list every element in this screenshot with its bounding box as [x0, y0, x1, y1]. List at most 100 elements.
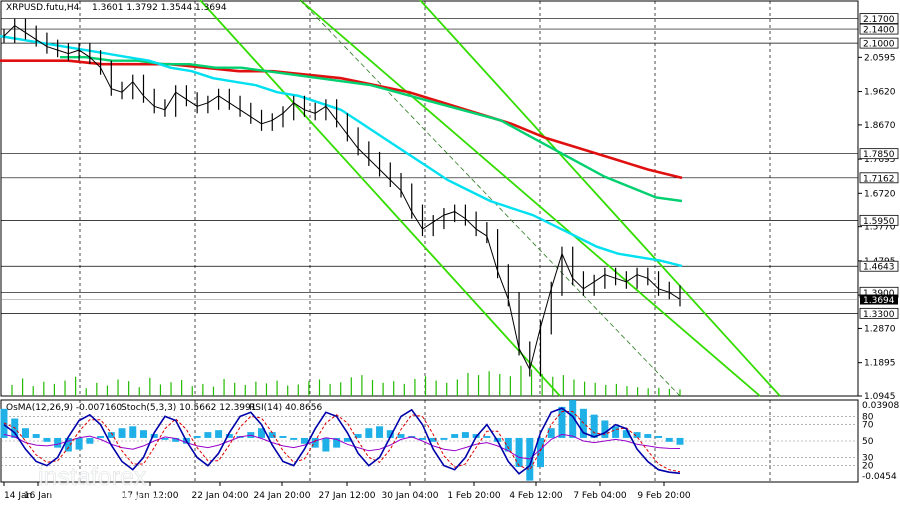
y-tick-label: 2.0595: [864, 53, 896, 63]
osma-bar: [258, 428, 266, 438]
level-tag-label: 1.5950: [863, 217, 895, 227]
trend-midline[interactable]: [299, 0, 681, 397]
level-tag: [859, 214, 899, 226]
osma-bar: [418, 437, 426, 440]
osma-bar: [43, 437, 51, 442]
ma-fast-line[interactable]: [0, 34, 683, 268]
osma-bar: [376, 426, 384, 438]
osma-bar: [665, 437, 673, 442]
osma-bar: [365, 428, 373, 438]
stoch-level-label: 50: [862, 437, 874, 447]
osma-bar: [204, 432, 212, 438]
osma-bar: [54, 437, 62, 448]
level-tag-label: 1.7162: [863, 174, 895, 184]
stoch-level-label: 20: [862, 462, 874, 472]
watermark-brand: instaforex: [38, 463, 147, 491]
x-tick-label: 27 Jan 12:00: [319, 491, 376, 501]
level-tag-label: 2.1700: [863, 15, 895, 25]
x-tick-label: 4 Feb 12:00: [509, 491, 563, 501]
watermark-tagline: Instant Forex Trading: [48, 490, 161, 504]
price-panel[interactable]: 2.05951.96201.86701.76951.67201.57701.47…: [0, 0, 899, 402]
symbol-label: XRPUSD.futu,H4: [6, 3, 80, 13]
trend-channel-line[interactable]: [299, 0, 761, 397]
osma-bar: [225, 434, 233, 438]
rsi-line[interactable]: [3, 433, 681, 460]
price-line[interactable]: [3, 24, 681, 371]
osma-bar: [558, 406, 566, 438]
osma-bar: [440, 437, 448, 440]
osma-bar: [107, 432, 115, 438]
osma-bar: [569, 400, 577, 438]
stoch-level-label: 30: [862, 453, 874, 463]
osma-bar: [139, 430, 147, 438]
osma-min-label: -0.0454: [862, 472, 897, 482]
ma-mid-line[interactable]: [60, 56, 683, 203]
level-tag-label: 2.1400: [863, 26, 895, 36]
level-tag-label: 1.3900: [863, 289, 895, 299]
osma-bar: [537, 437, 545, 468]
level-tag: [859, 37, 899, 49]
osma-bar: [333, 437, 341, 448]
osma-bar: [504, 437, 512, 452]
osma-bar: [612, 426, 620, 438]
osma-bar: [601, 420, 609, 438]
ohlc-label: 1.3601 1.3792 1.3544 1.3694: [92, 3, 227, 13]
x-tick-label: 1 Feb 20:00: [447, 491, 501, 501]
stoch-label: Stoch(5,3,3) 10.5662 12.3991: [121, 403, 256, 413]
y-tick-label: 1.1895: [864, 359, 896, 369]
level-tag: [859, 307, 899, 319]
x-tick-label: 7 Feb 04:00: [573, 491, 627, 501]
osma-bar: [343, 437, 351, 442]
x-tick-label: 17 Jan 12:00: [122, 491, 179, 501]
current-price-tag: [860, 294, 898, 305]
osma-bar: [97, 435, 105, 438]
y-tick-label: 1.0945: [864, 392, 896, 402]
osma-label: OsMA(12,26,9) -0.007160: [6, 403, 122, 413]
trend-channel-line[interactable]: [199, 0, 561, 397]
osma-bar: [644, 434, 652, 438]
ma-slow-line[interactable]: [0, 59, 683, 180]
watermark-logo: instaforex Instant Forex Trading: [38, 463, 162, 504]
osma-bar: [129, 426, 137, 438]
y-tick-label: 1.5770: [864, 223, 896, 233]
osma-bar: [322, 437, 330, 452]
osma-bar: [590, 414, 598, 438]
stoch-level-label: 80: [862, 412, 874, 422]
rsi-label: RSI(14) 40.8656: [249, 403, 322, 413]
osma-bar: [118, 428, 126, 438]
osma-bar: [311, 437, 319, 448]
x-tick-label: 24 Jan 20:00: [254, 491, 311, 501]
y-tick-label: 1.6720: [864, 189, 896, 199]
level-tag-label: 1.4643: [863, 263, 895, 273]
osma-bar: [354, 434, 362, 438]
osma-bar: [483, 435, 491, 438]
osma-bar: [633, 432, 641, 438]
level-tag: [859, 260, 899, 272]
osma-bar: [547, 428, 555, 438]
osma-bar: [215, 430, 223, 438]
y-tick-label: 1.7695: [864, 155, 896, 165]
level-tag: [859, 23, 899, 35]
osma-bar: [622, 430, 630, 438]
level-tag-label: 2.1000: [863, 40, 895, 50]
level-tag-label: 1.3300: [863, 310, 895, 320]
osma-bar: [515, 437, 523, 468]
y-tick-label: 1.9620: [864, 88, 896, 98]
osma-bar: [397, 434, 405, 438]
osma-bar: [268, 432, 276, 438]
stoch-level-label: 70: [862, 421, 874, 431]
stoch-main-line[interactable]: [3, 407, 681, 475]
osma-bar: [655, 435, 663, 438]
osma-bar: [429, 437, 437, 442]
osma-bar: [386, 430, 394, 438]
osma-bar: [290, 437, 298, 440]
osma-bar: [21, 428, 29, 438]
level-tag: [859, 148, 899, 160]
level-tag: [859, 13, 899, 24]
trend-channel-line[interactable]: [419, 0, 781, 397]
osma-bar: [676, 437, 684, 445]
level-tag: [859, 172, 899, 184]
